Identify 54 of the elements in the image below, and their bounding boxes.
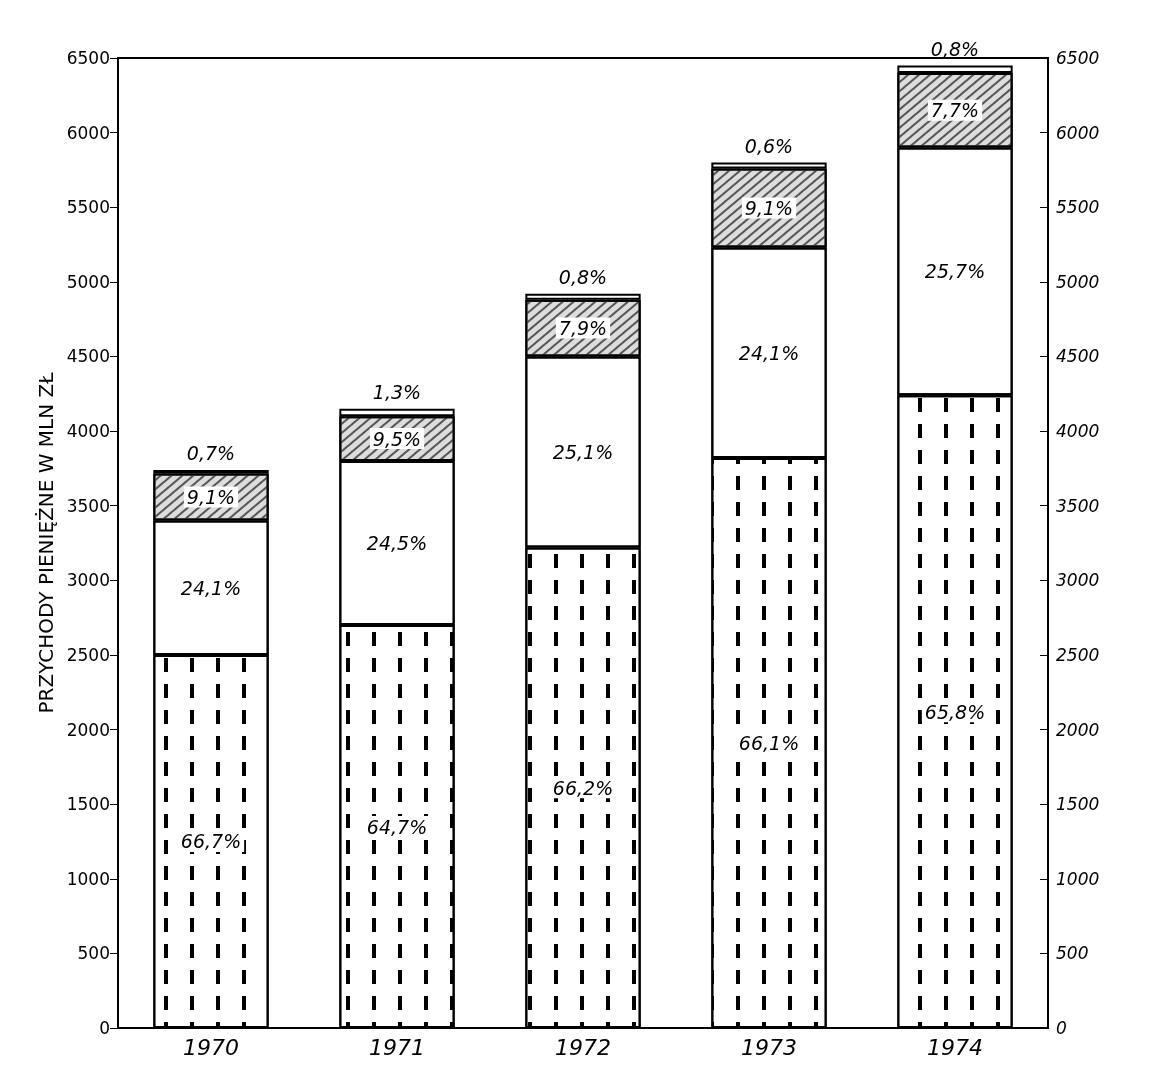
annotation: 9,5% bbox=[372, 427, 422, 450]
y2-tick-label: 5500 bbox=[1056, 197, 1100, 218]
y2-tick-label: 0 bbox=[1056, 1018, 1067, 1038]
x-tick-label: 1974 bbox=[927, 1034, 983, 1060]
annotation: 0,7% bbox=[186, 442, 236, 465]
y2-tick-label: 3500 bbox=[1056, 495, 1100, 516]
annotation: 66,2% bbox=[552, 776, 614, 799]
y-tick-label: 4000 bbox=[66, 421, 110, 442]
annotation: 66,1% bbox=[738, 731, 800, 754]
y-tick-label: 500 bbox=[77, 943, 110, 964]
annotation: 1,3% bbox=[372, 381, 422, 404]
y-tick-label: 0 bbox=[99, 1018, 110, 1038]
y2-tick-label: 2000 bbox=[1056, 719, 1100, 740]
annotation: 66,7% bbox=[180, 830, 242, 853]
annotation: 0,8% bbox=[930, 37, 980, 60]
x-tick-label: 1973 bbox=[741, 1034, 797, 1060]
y-tick-label: 1500 bbox=[66, 794, 110, 815]
annotation: 7,7% bbox=[930, 99, 980, 122]
y2-tick-label: 6500 bbox=[1056, 48, 1100, 68]
x-tick-label: 1970 bbox=[183, 1034, 239, 1060]
annotation: 24,1% bbox=[180, 576, 242, 599]
annotation: 9,1% bbox=[744, 196, 794, 219]
y2-tick-label: 4500 bbox=[1056, 346, 1100, 367]
y-tick-label: 6500 bbox=[66, 48, 110, 68]
y2-tick-label: 4000 bbox=[1056, 421, 1100, 442]
y-tick-label: 5500 bbox=[66, 197, 110, 218]
y-tick-label: 2000 bbox=[66, 719, 110, 740]
y2-tick-label: 1000 bbox=[1056, 868, 1100, 889]
annotation: 24,1% bbox=[738, 341, 800, 364]
annotation: 25,7% bbox=[924, 260, 986, 283]
y2-tick-label: 5000 bbox=[1056, 271, 1100, 292]
y-tick-label: 6000 bbox=[66, 122, 110, 143]
y-tick-label: 5000 bbox=[66, 271, 110, 292]
annotation: 0,6% bbox=[744, 134, 794, 157]
annotation: 7,9% bbox=[558, 317, 608, 340]
x-tick-label: 1972 bbox=[555, 1034, 611, 1060]
y2-tick-label: 6000 bbox=[1056, 122, 1100, 143]
x-tick-label: 1971 bbox=[369, 1034, 425, 1060]
annotation: 0,8% bbox=[558, 266, 608, 289]
annotation: 9,1% bbox=[186, 486, 236, 509]
y2-tick-label: 500 bbox=[1056, 943, 1089, 964]
y-tick-label: 3500 bbox=[66, 495, 110, 516]
y2-tick-label: 2500 bbox=[1056, 644, 1100, 665]
y-axis-title: PRZYCHODY PIENIĘŻNE W MLN ZŁ bbox=[33, 371, 58, 714]
y-tick-label: 3000 bbox=[66, 570, 110, 591]
y2-tick-label: 1500 bbox=[1056, 794, 1100, 815]
annotation: 65,8% bbox=[924, 700, 986, 723]
y-tick-label: 4500 bbox=[66, 346, 110, 367]
annotation: 64,7% bbox=[366, 815, 428, 838]
y2-tick-label: 3000 bbox=[1056, 570, 1100, 591]
y-tick-label: 2500 bbox=[66, 644, 110, 665]
annotation: 24,5% bbox=[366, 532, 428, 554]
annotation: 25,1% bbox=[552, 440, 614, 463]
y-tick-label: 1000 bbox=[66, 868, 110, 889]
